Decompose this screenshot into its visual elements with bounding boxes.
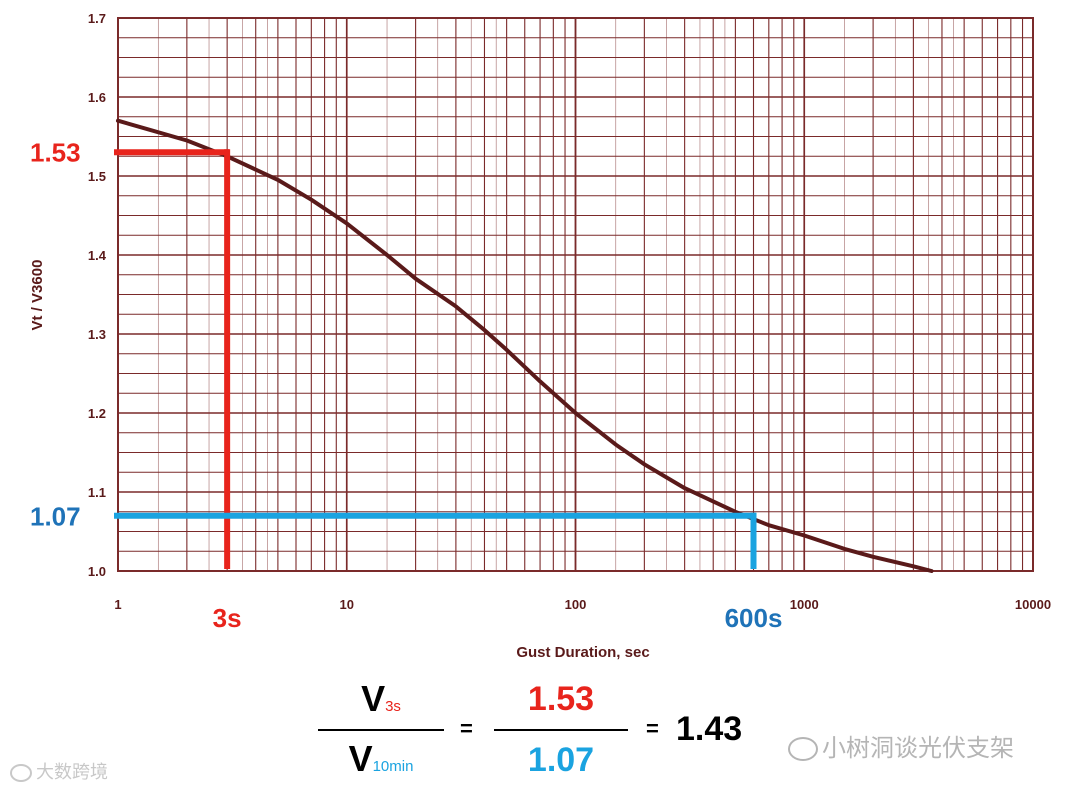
x-axis-label: Gust Duration, sec: [516, 644, 649, 661]
denominator-variable: V: [348, 738, 373, 779]
y-tick-label: 1.2: [88, 406, 106, 421]
x-tick-label: 10000: [1015, 597, 1051, 612]
numerator-variable: V: [361, 678, 386, 719]
denominator-value: 1.07: [527, 741, 595, 779]
fraction-symbolic-numerator: V3s: [318, 678, 444, 720]
watermark-right-text: 小树洞谈光伏支架: [822, 734, 1014, 762]
fraction-symbolic-denominator: V10min: [318, 738, 444, 780]
annotation-3s: 3s: [213, 603, 242, 633]
annotation-1-53: 1.53: [30, 137, 81, 167]
x-tick-label: 1: [114, 597, 121, 612]
grid-layer: [117, 17, 1034, 572]
equals-sign-1: =: [460, 716, 473, 741]
x-tick-label: 100: [565, 597, 587, 612]
y-tick-label: 1.4: [88, 248, 107, 263]
y-tick-label: 1.1: [88, 485, 106, 500]
y-tick-label: 1.7: [88, 11, 106, 26]
fraction-line-numeric: [494, 729, 628, 731]
weibo-icon: [10, 764, 32, 782]
x-tick-label: 1000: [790, 597, 819, 612]
result-value: 1.43: [676, 710, 743, 748]
watermark-left: 大数跨境: [10, 758, 108, 784]
y-tick-label: 1.3: [88, 327, 106, 342]
wechat-icon: [788, 737, 818, 761]
watermark-left-text: 大数跨境: [36, 762, 108, 783]
fraction-line-symbolic: [318, 729, 444, 731]
tick-labels-layer: 1 10 100 1000 10000 1.0 1.1 1.2 1.3 1.4 1.5 1.6 1.7: [88, 11, 1051, 612]
x-tick-label: 10: [340, 597, 354, 612]
annotation-600s: 600s: [725, 603, 783, 633]
series-curve: [116, 118, 934, 573]
denominator-subscript: 10min: [372, 758, 414, 775]
y-tick-label: 1.5: [88, 169, 106, 184]
curve-layer: [116, 118, 934, 573]
y-tick-label: 1.6: [88, 90, 106, 105]
equals-sign-2: =: [646, 716, 659, 741]
annotation-layer: 1.53 3s 1.07 600s: [30, 137, 782, 633]
y-tick-label: 1.0: [88, 564, 106, 579]
watermark-right: 小树洞谈光伏支架: [788, 728, 1014, 763]
annotation-1-07: 1.07: [30, 502, 81, 532]
numerator-value: 1.53: [527, 680, 595, 718]
numerator-subscript: 3s: [385, 698, 401, 715]
y-axis-label: Vt / V3600: [29, 260, 46, 331]
